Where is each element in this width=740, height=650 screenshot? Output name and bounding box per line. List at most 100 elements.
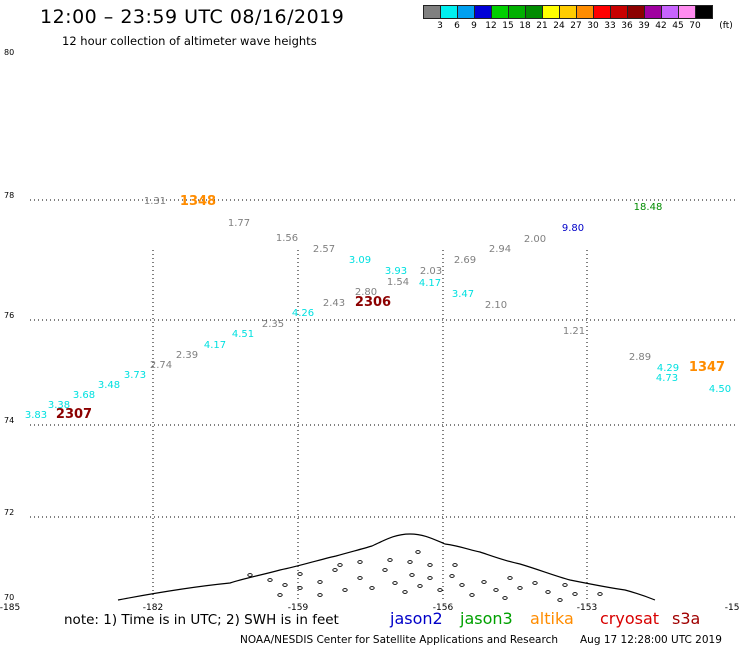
island-marker: [357, 576, 363, 580]
island-marker: [507, 576, 513, 580]
wave-height-value: 2.74: [150, 360, 172, 371]
wave-height-value: 2.03: [420, 266, 442, 277]
wave-height-observations: 1.31 13481.771.562.573.093.931.542.034.17…: [25, 194, 731, 422]
island-marker: [562, 583, 568, 587]
island-marker: [409, 573, 415, 577]
latitude-label: 76: [4, 311, 14, 320]
pass-time-label: 1348: [180, 194, 216, 209]
wave-height-value: 3.83: [25, 410, 47, 421]
legend-label: 70: [689, 21, 701, 31]
wave-height-value: 4.51: [232, 329, 254, 340]
wave-height-value: 3.93: [385, 266, 407, 277]
wave-height-value: 1.21: [563, 326, 585, 337]
island-marker: [417, 584, 423, 588]
wave-height-value: 4.50: [709, 384, 731, 395]
map-grid: [30, 199, 735, 600]
island-marker: [502, 596, 508, 600]
wave-height-value: 4.26: [292, 308, 314, 319]
satellite-label-jason3: jason3: [460, 609, 513, 628]
island-marker: [459, 583, 465, 587]
island-marker: [392, 581, 398, 585]
wave-height-value: 9.80: [562, 223, 584, 234]
island-marker: [337, 563, 343, 567]
island-marker: [545, 590, 551, 594]
island-marker: [369, 586, 375, 590]
wave-height-value: 1.54: [387, 277, 409, 288]
wave-height-value: 2.35: [262, 319, 284, 330]
legend-label: 39: [638, 21, 650, 31]
wave-height-value: 2.94: [489, 244, 511, 255]
island-marker: [407, 560, 413, 564]
legend-swatch: [695, 5, 713, 19]
legend-label: 27: [570, 21, 582, 31]
latitude-label: 70: [4, 593, 14, 602]
island-marker: [402, 590, 408, 594]
island-marker: [357, 560, 363, 564]
legend-label: 12: [485, 21, 497, 31]
longitude-label: -153: [577, 603, 597, 613]
wave-height-value: 1.31: [144, 196, 166, 207]
longitude-label: -185: [0, 603, 20, 613]
legend-label: 33: [604, 21, 616, 31]
island-marker: [277, 593, 283, 597]
wave-height-value: 1.56: [276, 233, 298, 244]
island-marker: [317, 580, 323, 584]
wave-height-value: 2.80: [355, 287, 377, 298]
legend-label: 6: [454, 21, 460, 31]
pass-time-label: 2307: [56, 407, 92, 422]
longitude-label: -182: [143, 603, 163, 613]
island-marker: [387, 558, 393, 562]
wave-height-value: 3.38: [48, 400, 70, 411]
legend-label: 24: [553, 21, 565, 31]
legend-label: (ft): [719, 21, 733, 31]
wave-height-value: 3.48: [98, 380, 120, 391]
island-marker: [282, 583, 288, 587]
page-title: 12:00 – 23:59 UTC 08/16/2019: [40, 6, 345, 28]
legend-label: 15: [502, 21, 514, 31]
island-marker: [493, 588, 499, 592]
island-marker: [247, 573, 253, 577]
wave-height-value: 4.17: [204, 340, 226, 351]
island-marker: [415, 550, 421, 554]
legend-label: 9: [471, 21, 477, 31]
island-marker: [427, 563, 433, 567]
wave-height-value: 2.89: [629, 352, 651, 363]
island-marker: [597, 592, 603, 596]
island-marker: [557, 598, 563, 602]
page-subtitle: 12 hour collection of altimeter wave hei…: [62, 34, 317, 48]
map-axis-labels: 80 78 76 74 72 70-185 -182 -159 -156 -153 -150: [0, 48, 740, 613]
island-marker: [382, 568, 388, 572]
island-marker: [469, 593, 475, 597]
wave-height-value: 3.47: [452, 289, 474, 300]
island-marker: [572, 592, 578, 596]
color-scale-labels: 3 6 9 12 15 18 21 24 27 30 33 36 39 42 45 70 (ft): [423, 21, 733, 33]
wave-height-value: 4.29: [657, 363, 679, 374]
wave-height-value: 2.39: [176, 350, 198, 361]
island-marker: [481, 580, 487, 584]
legend-label: 21: [536, 21, 548, 31]
island-marker: [332, 568, 338, 572]
wave-height-value: 2.69: [454, 255, 476, 266]
wave-height-value: 2.00: [524, 234, 546, 245]
wave-height-value: 2.43: [323, 298, 345, 309]
wave-height-value: 3.68: [73, 390, 95, 401]
legend-label: 3: [437, 21, 443, 31]
footer-credit: NOAA/NESDIS Center for Satellite Applica…: [240, 634, 558, 646]
island-marker: [297, 586, 303, 590]
island-marker: [342, 588, 348, 592]
wave-height-value: 3.09: [349, 255, 371, 266]
footer-note: note: 1) Time is in UTC; 2) SWH is in fe…: [64, 612, 339, 628]
coastline-path: [117, 533, 656, 601]
pass-time-label: 1347: [689, 360, 725, 375]
island-marker: [427, 576, 433, 580]
latitude-label: 74: [4, 416, 14, 425]
latitude-label: 78: [4, 191, 14, 200]
island-marker: [532, 581, 538, 585]
satellite-label-jason2: jason2: [390, 609, 443, 628]
island-marker: [317, 593, 323, 597]
color-scale-legend: [423, 5, 713, 19]
legend-label: 45: [672, 21, 684, 31]
wave-height-value: 3.73: [124, 370, 146, 381]
legend-label: 18: [519, 21, 531, 31]
